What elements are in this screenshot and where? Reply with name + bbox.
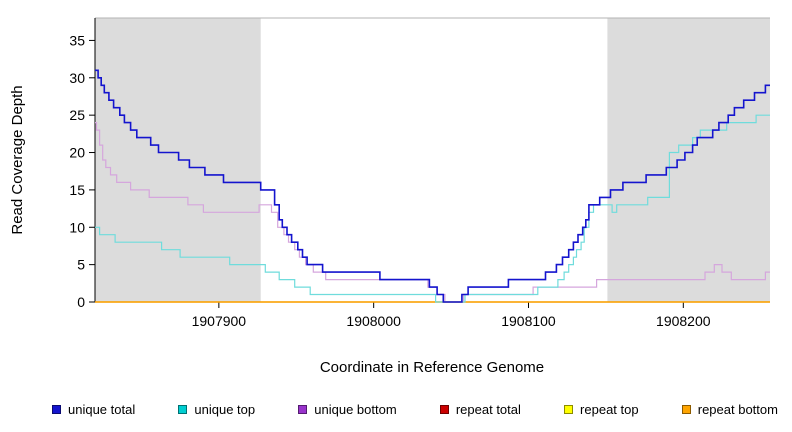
series-unique-top [95, 114, 770, 303]
legend-label: unique total [68, 401, 136, 417]
legend-item-repeat-bottom: repeat bottom [681, 401, 778, 417]
y-tick-label: 30 [69, 70, 85, 86]
legend-swatch-unique-bottom [298, 404, 308, 414]
legend-swatch-unique-top [178, 404, 188, 414]
plot-area: 1907900 1908000 1908100 1908200 0 5 10 15 20 25 30… [69, 17, 770, 329]
y-tick-label: 25 [69, 107, 85, 123]
series-unique-total [95, 69, 770, 303]
legend-label: repeat top [580, 401, 639, 417]
legend-item-unique-bottom: unique bottom [298, 401, 397, 417]
chart-legend: unique total unique top unique bottom repea… [0, 396, 792, 422]
series-unique-bottom [95, 122, 770, 303]
y-tick-label: 5 [77, 257, 85, 273]
legend-item-unique-total: unique total [52, 402, 135, 417]
y-tick-label: 35 [69, 32, 85, 48]
legend-swatch-repeat-top [564, 404, 574, 414]
legend-item-unique-top: unique top [178, 402, 255, 417]
legend-item-repeat-top: repeat top [564, 402, 639, 417]
y-tick-label: 15 [69, 182, 85, 198]
y-tick-label: 10 [69, 219, 85, 235]
x-tick-label: 1908200 [656, 313, 711, 329]
x-tick-label: 1908000 [346, 313, 401, 329]
shaded-region [607, 18, 770, 302]
x-tick-label: 1907900 [192, 313, 247, 329]
legend-label: repeat bottom [697, 401, 778, 417]
x-axis-label: Coordinate in Reference Genome [320, 359, 544, 376]
y-tick-label: 0 [77, 294, 85, 310]
legend-swatch-repeat-bottom [681, 404, 691, 414]
legend-label: unique bottom [314, 401, 397, 417]
legend-label: repeat total [455, 401, 521, 417]
y-tick-label: 20 [69, 145, 85, 161]
legend-swatch-unique-total [52, 404, 61, 414]
y-axis-label: Read Coverage Depth [9, 85, 26, 234]
legend-swatch-repeat-total [439, 404, 449, 414]
legend-label: unique top [194, 401, 256, 417]
legend-item-repeat-total: repeat total [439, 401, 521, 417]
x-tick-label: 1908100 [501, 313, 556, 329]
